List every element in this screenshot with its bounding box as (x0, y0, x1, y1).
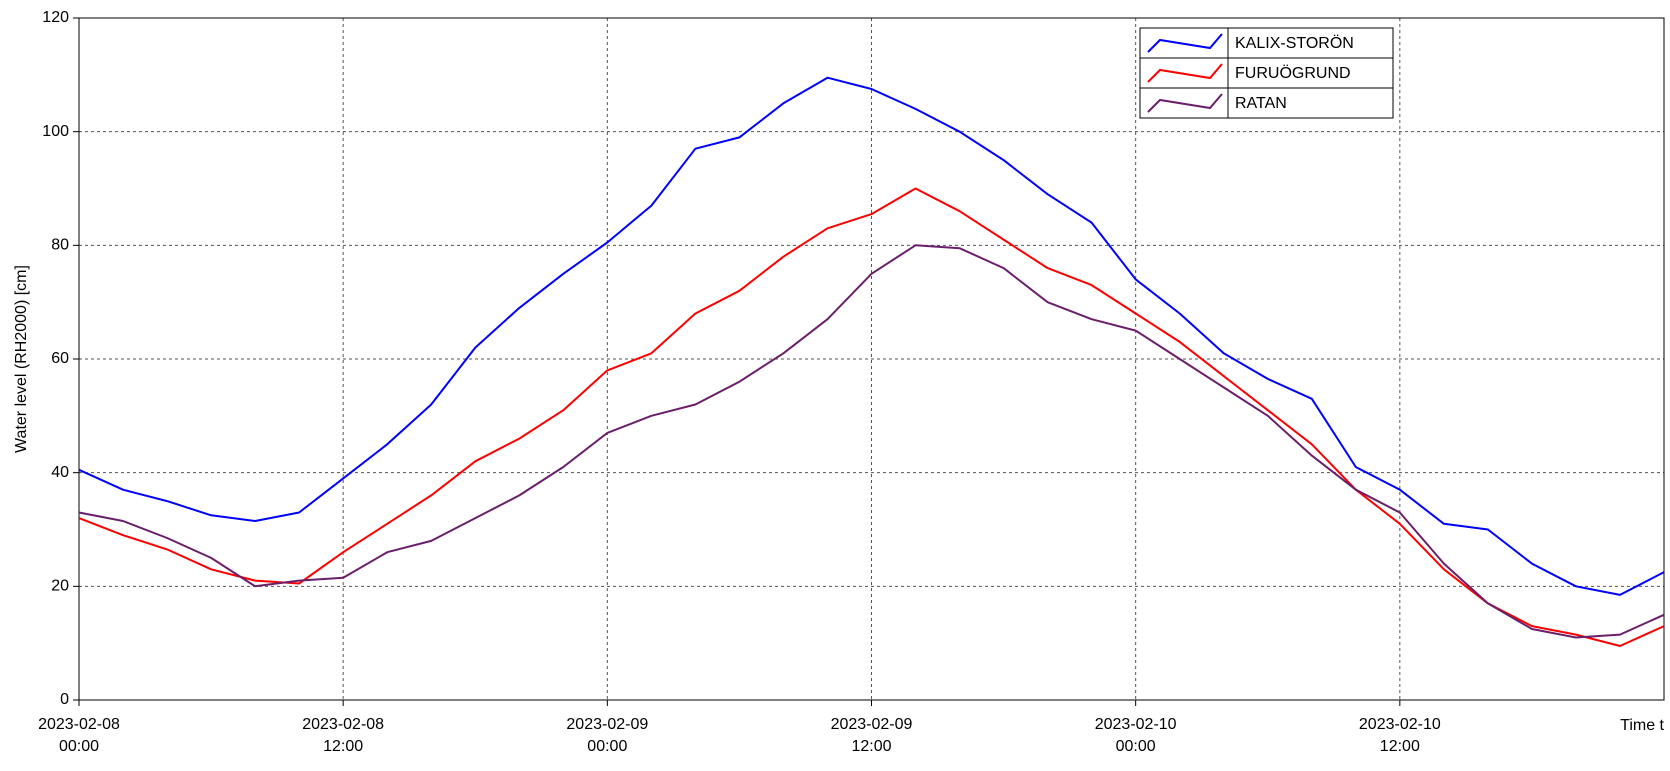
x-tick-label: 2023-02-10 12:00 (1358, 716, 1441, 755)
y-tick-label: 80 (51, 237, 69, 254)
plot-frame (78, 17, 1665, 701)
x-axis-label: Time t (1620, 717, 1664, 734)
y-axis-label: Water level (RH2000) [cm] (13, 265, 30, 453)
legend-swatch (1147, 33, 1223, 53)
x-tick-label: 2023-02-09 00:00 (566, 716, 649, 755)
y-tick-label: 120 (42, 9, 69, 26)
series-line (78, 187, 1665, 647)
y-tick-label: 20 (51, 578, 69, 595)
legend-label: KALIX-STORÖN (1235, 34, 1354, 52)
series-line (78, 76, 1665, 596)
legend-label: RATAN (1235, 95, 1287, 112)
x-tick-label: 2023-02-08 00:00 (38, 716, 120, 755)
x-tick-label: 2023-02-10 00:00 (1094, 716, 1177, 755)
y-tick-label: 100 (42, 123, 69, 140)
legend-label: FURUÖGRUND (1235, 64, 1351, 82)
x-tick-label: 2023-02-09 12:00 (830, 716, 913, 755)
y-tick-label: 0 (60, 691, 69, 708)
x-tick-label: 2023-02-08 12:00 (302, 716, 385, 755)
legend-swatch (1147, 63, 1223, 83)
series-line (78, 244, 1665, 639)
y-tick-label: 40 (51, 464, 69, 481)
legend-swatch (1147, 93, 1223, 113)
y-tick-label: 60 (51, 350, 69, 367)
